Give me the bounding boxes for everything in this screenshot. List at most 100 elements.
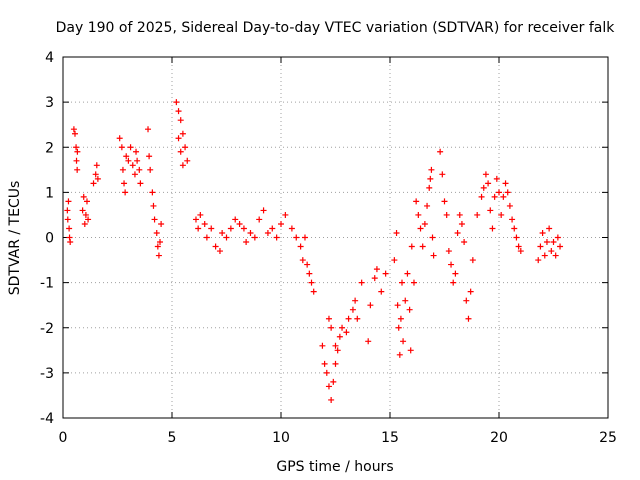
data-point <box>247 229 254 236</box>
data-point <box>227 225 234 232</box>
data-point <box>195 225 202 232</box>
x-tick-label: 10 <box>272 430 290 446</box>
data-point <box>467 288 474 295</box>
data-point <box>82 211 89 218</box>
data-point <box>201 220 208 227</box>
data-point <box>343 329 350 336</box>
data-point <box>236 220 243 227</box>
data-point <box>232 216 239 223</box>
data-point <box>517 248 524 255</box>
data-point <box>491 193 498 200</box>
data-point <box>474 211 481 218</box>
data-point <box>541 252 548 259</box>
data-point <box>394 302 401 309</box>
data-point <box>179 162 186 169</box>
data-point <box>336 333 343 340</box>
data-point <box>330 378 337 385</box>
data-point <box>515 243 522 250</box>
data-point <box>543 239 550 246</box>
x-tick-label: 5 <box>168 430 177 446</box>
data-point <box>179 130 186 137</box>
data-point <box>537 243 544 250</box>
data-point <box>550 239 557 246</box>
plot-frame <box>62 56 609 419</box>
data-point <box>469 257 476 264</box>
data-point <box>173 99 180 106</box>
y-tick-label: -1 <box>40 276 54 292</box>
data-point <box>496 189 502 196</box>
data-point <box>319 342 326 349</box>
data-point <box>480 184 487 191</box>
data-point <box>264 229 271 236</box>
data-point <box>182 144 189 151</box>
data-point <box>393 229 400 236</box>
data-point <box>116 135 123 142</box>
data-point <box>426 184 433 191</box>
data-point <box>157 239 164 246</box>
data-point <box>458 220 465 227</box>
y-tick-label: 4 <box>45 50 54 66</box>
data-point <box>297 243 304 250</box>
data-point <box>410 279 417 286</box>
data-point <box>557 243 564 250</box>
data-point <box>278 220 284 227</box>
data-point <box>398 279 405 286</box>
data-point <box>402 297 409 304</box>
data-point <box>391 257 398 264</box>
y-tick-label: 0 <box>45 231 54 247</box>
data-point <box>365 338 372 345</box>
chart-title: Day 190 of 2025, Sidereal Day-to-day VTE… <box>56 20 616 36</box>
data-point <box>349 306 356 313</box>
data-point <box>325 383 332 390</box>
data-point <box>293 234 300 241</box>
data-point <box>153 229 160 236</box>
y-tick-label: 2 <box>45 140 54 156</box>
data-point <box>184 157 191 164</box>
data-point <box>397 315 404 322</box>
data-point <box>454 229 461 236</box>
data-point <box>155 252 162 259</box>
data-point <box>74 148 81 155</box>
data-point <box>64 207 71 214</box>
data-point <box>119 166 126 173</box>
data-point <box>175 135 182 142</box>
data-point <box>177 117 184 124</box>
data-point <box>137 180 144 187</box>
data-point <box>136 166 143 173</box>
data-point <box>81 220 88 227</box>
data-point <box>448 261 455 268</box>
data-point <box>445 248 452 255</box>
data-point <box>269 225 276 232</box>
data-point <box>478 193 485 200</box>
data-point <box>65 198 72 205</box>
data-point <box>219 229 226 236</box>
data-point <box>64 216 71 223</box>
data-point <box>428 166 435 173</box>
data-point <box>421 220 428 227</box>
data-point <box>430 252 437 259</box>
data-point <box>131 171 138 178</box>
data-point <box>216 248 223 255</box>
data-point <box>325 315 332 322</box>
data-point <box>437 148 444 155</box>
data-point <box>175 108 182 115</box>
data-point <box>450 279 457 286</box>
data-point <box>339 324 346 331</box>
data-point <box>288 225 295 232</box>
data-point <box>301 234 308 241</box>
x-axis-label: GPS time / hours <box>276 459 393 475</box>
data-point <box>304 261 311 268</box>
grid <box>63 57 608 418</box>
data-point <box>548 248 555 255</box>
data-point <box>535 257 542 264</box>
x-tick-label: 20 <box>490 430 508 446</box>
data-point <box>502 180 509 187</box>
data-point <box>282 211 289 218</box>
data-point <box>546 225 553 232</box>
data-point <box>352 297 359 304</box>
data-point <box>197 211 204 218</box>
data-point <box>79 207 86 214</box>
data-point <box>408 243 415 250</box>
data-point <box>424 202 431 209</box>
